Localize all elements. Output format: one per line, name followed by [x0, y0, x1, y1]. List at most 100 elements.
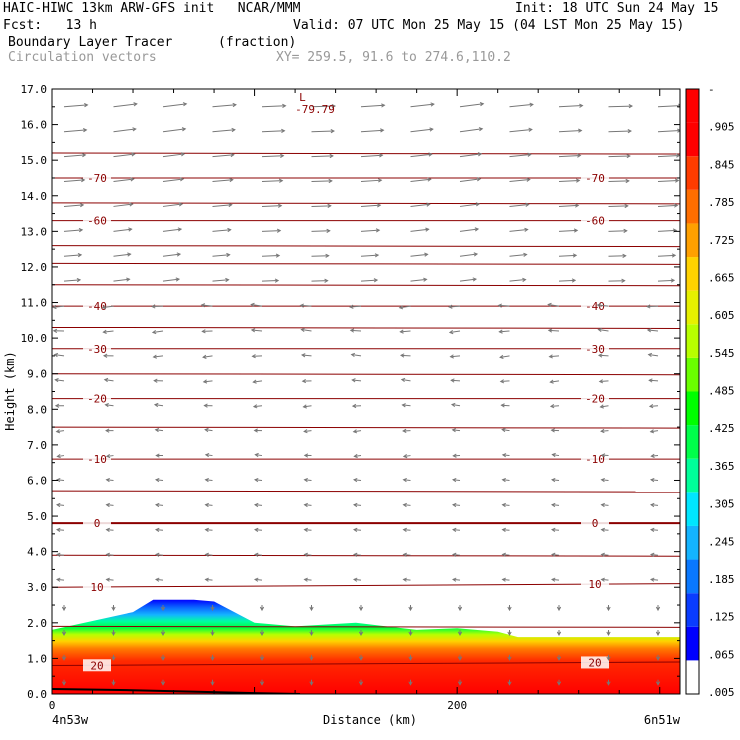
circulation-vector-head: [230, 152, 235, 158]
circulation-vector-head: [80, 178, 86, 183]
circulation-vector-head: [449, 354, 454, 359]
circulation-vector: [353, 529, 362, 531]
circulation-vector-head: [358, 631, 364, 636]
circulation-vector: [459, 203, 480, 207]
y-tick-label: 6.0: [27, 474, 47, 487]
colorbar-swatch: [686, 89, 699, 123]
circulation-vector-head: [600, 502, 605, 508]
circulation-vector-head: [331, 104, 337, 109]
circulation-vector-head: [501, 477, 506, 483]
contour-label-bg: [581, 578, 609, 591]
tracer-fill-layer: [52, 599, 680, 694]
circulation-vector: [212, 129, 235, 133]
circulation-vector-head: [309, 656, 314, 661]
circulation-vector: [550, 380, 560, 383]
circulation-vector: [650, 554, 659, 556]
circulation-vector-head: [674, 178, 680, 183]
circulation-vector-head: [452, 453, 457, 458]
circulation-vector-head: [103, 377, 109, 383]
contour-label-bg: [83, 171, 111, 184]
circulation-vector-head: [670, 278, 676, 283]
circulation-vector-head: [52, 304, 57, 310]
circulation-vector-head: [572, 253, 578, 258]
contour-label: -40: [87, 300, 107, 313]
circulation-vector: [162, 128, 186, 133]
circulation-vector-head: [78, 228, 84, 233]
circulation-vector-head: [102, 329, 107, 334]
circulation-vector: [152, 330, 164, 333]
circulation-vector-head: [448, 304, 453, 309]
circulation-vector-head: [649, 429, 655, 434]
circulation-vector: [500, 355, 510, 358]
circulation-vector-head: [154, 477, 160, 483]
circulation-vector: [410, 253, 428, 257]
circulation-vector: [502, 429, 510, 432]
circulation-vector-head: [253, 552, 259, 557]
circulation-vector-head: [457, 606, 463, 612]
circulation-vector-head: [499, 354, 504, 360]
circulation-vector-head: [210, 656, 215, 661]
circulation-vector-head: [81, 153, 87, 158]
circulation-vector: [647, 329, 659, 332]
circulation-vector-head: [204, 427, 209, 433]
circulation-vector: [162, 103, 187, 108]
circulation-vector-head: [457, 681, 463, 686]
circulation-vector-layer: [52, 102, 680, 686]
y-tick-label: 0.0: [27, 688, 47, 701]
circulation-vector-head: [55, 552, 61, 557]
circulation-vector-head: [424, 252, 429, 257]
circulation-vector-head: [303, 453, 309, 458]
circulation-vector-head: [176, 252, 182, 257]
circulation-vector: [113, 253, 131, 257]
circulation-vector-head: [154, 527, 160, 532]
colorbar-label: -: [708, 83, 715, 96]
circulation-vector-head: [450, 378, 455, 383]
circulation-vector-head: [547, 302, 552, 307]
circulation-vector-head: [111, 631, 116, 636]
circulation-vector: [601, 554, 609, 556]
circulation-vector-head: [202, 379, 208, 384]
circulation-vector: [212, 229, 231, 232]
circulation-vector: [648, 354, 659, 357]
contour-label: -30: [87, 343, 107, 356]
circulation-vector-head: [179, 177, 185, 182]
circulation-vector: [255, 454, 263, 457]
circulation-vector: [63, 229, 83, 232]
header-line2-right: Valid: 07 UTC Mon 25 May 15 (04 LST Mon …: [293, 18, 685, 33]
circulation-vector: [56, 554, 65, 556]
circulation-vector: [304, 554, 312, 556]
circulation-vector: [608, 205, 628, 207]
circulation-vector-head: [423, 277, 428, 282]
circulation-vector: [205, 454, 213, 457]
circulation-vector-head: [625, 178, 630, 184]
circulation-vector: [449, 305, 461, 308]
circulation-vector-head: [180, 152, 186, 157]
x-tick-label: 0: [49, 699, 56, 712]
circulation-vector: [162, 153, 185, 158]
circulation-vector: [509, 254, 527, 257]
contour-line: [52, 326, 680, 329]
circulation-vector-head: [473, 252, 479, 257]
circulation-vector: [452, 578, 461, 581]
contour-line: [52, 554, 680, 557]
circulation-vector: [63, 204, 84, 207]
circulation-vector: [304, 578, 312, 581]
contour-line: [52, 202, 680, 205]
circulation-vector-head: [606, 681, 611, 686]
contour-label-bg: [83, 342, 111, 355]
circulation-vector-head: [451, 502, 457, 508]
circulation-vector-head: [677, 128, 680, 133]
contour-label-bg: [581, 214, 609, 227]
circulation-vector-head: [522, 277, 527, 282]
circulation-vector: [353, 479, 362, 481]
contour-line: [52, 426, 680, 429]
circulation-vector: [509, 178, 530, 183]
circulation-vector: [552, 454, 560, 457]
circulation-vector: [650, 578, 659, 581]
circulation-vector-head: [549, 379, 554, 384]
colorbar-frame: [685, 88, 700, 695]
circulation-vector-head: [202, 354, 207, 359]
circulation-vector: [56, 529, 65, 531]
circulation-vector-head: [598, 379, 604, 384]
